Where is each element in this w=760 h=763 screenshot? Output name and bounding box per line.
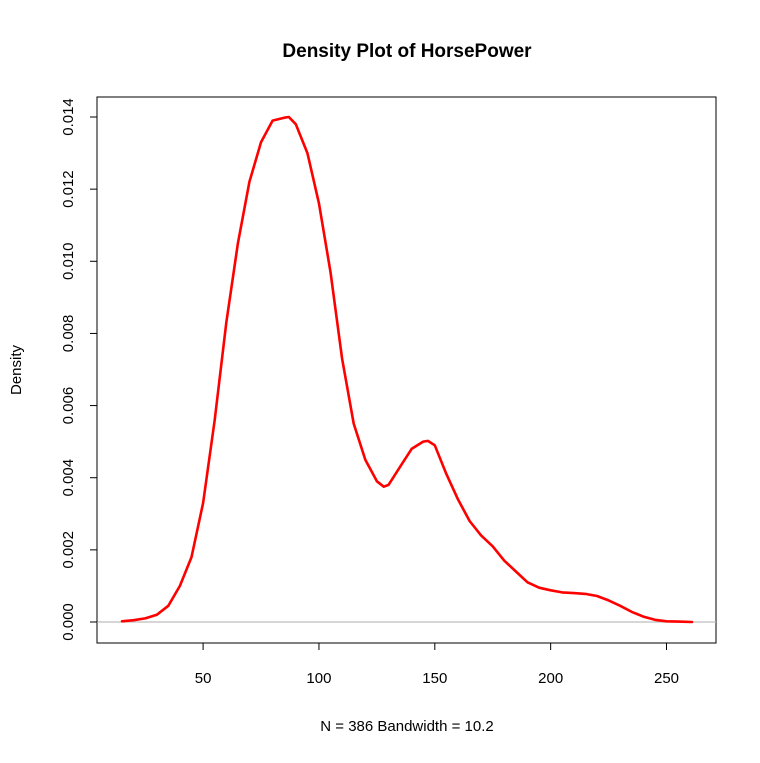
y-tick-label: 0.008 <box>60 315 77 353</box>
x-tick-label: 200 <box>538 670 563 687</box>
x-axis: 50 100 150 200 250 <box>195 642 679 687</box>
y-tick-label: 0.012 <box>60 170 77 208</box>
density-line <box>120 115 694 624</box>
series-layer <box>120 115 694 624</box>
x-axis-label: N = 386 Bandwidth = 10.2 <box>320 718 493 735</box>
y-tick-label: 0.014 <box>60 98 77 136</box>
y-tick-label: 0.002 <box>60 531 77 569</box>
y-tick-label: 0.000 <box>60 603 77 641</box>
y-axis-label: Density <box>8 344 25 395</box>
x-tick-label: 150 <box>422 670 447 687</box>
x-tick-label: 50 <box>195 670 212 687</box>
y-tick-label: 0.006 <box>60 387 77 425</box>
y-axis: 0.000 0.002 0.004 0.006 0.008 0.010 0.012 0.014 <box>60 98 98 641</box>
x-tick-label: 250 <box>654 670 679 687</box>
y-tick-label: 0.004 <box>60 459 77 497</box>
y-tick-label: 0.010 <box>60 243 77 281</box>
chart-title: Density Plot of HorsePower <box>282 41 532 62</box>
x-tick-label: 100 <box>306 670 331 687</box>
